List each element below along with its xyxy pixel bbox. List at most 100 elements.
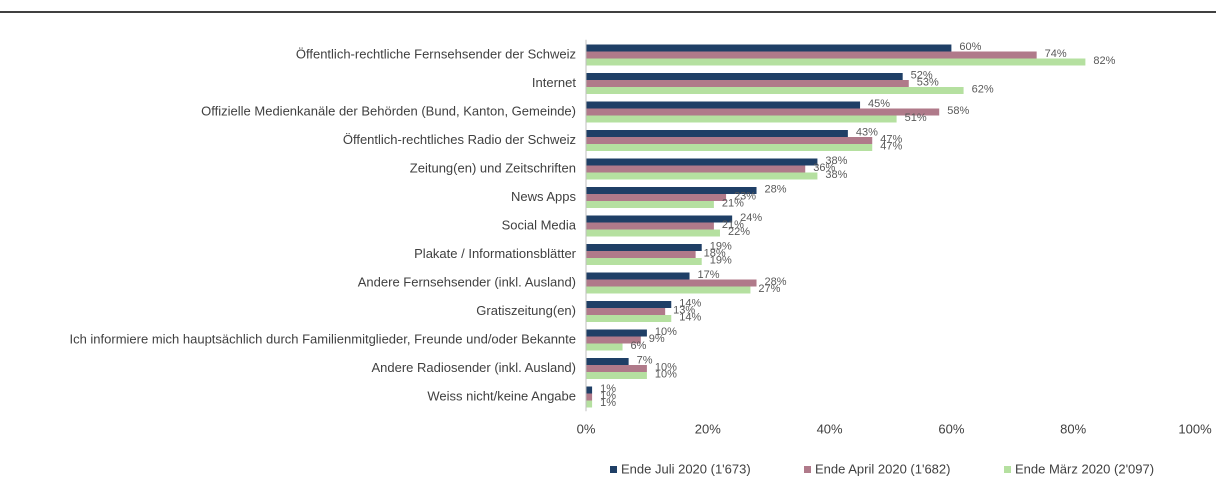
category-label: Öffentlich-rechtliche Fernsehsender der … [296,46,576,61]
bar [586,251,696,258]
bar [586,80,909,87]
bar [586,343,623,351]
value-label: 1% [600,390,616,402]
bar [586,172,818,180]
x-tick-label: 0% [577,421,596,436]
category-label: Andere Radiosender (inkl. Ausland) [371,360,576,375]
value-label: 7% [637,354,653,366]
value-label: 9% [649,333,665,345]
value-label: 1% [600,383,616,395]
bar [586,101,861,109]
value-label: 24% [740,212,762,224]
bar [586,315,672,322]
category-label: Ich informiere mich hauptsächlich durch … [69,331,576,346]
bar [586,73,903,80]
bar [586,386,593,394]
bar [586,51,1037,59]
value-label: 19% [710,240,732,252]
category-label: Offizielle Medienkanäle der Behörden (Bu… [201,103,576,118]
legend-swatch [610,466,617,473]
value-label: 22% [728,226,750,238]
value-label: 58% [947,105,969,117]
value-label: 62% [972,83,994,95]
bar [586,58,1086,66]
bar [586,308,666,315]
bar [586,329,647,337]
value-label: 82% [1093,55,1115,67]
bar [586,365,647,372]
category-label: Social Media [502,217,577,232]
value-label: 27% [758,283,780,295]
bar [586,372,647,379]
value-label: 23% [734,190,756,202]
bar [586,108,940,116]
bar [586,279,757,287]
bar [586,229,720,237]
value-label: 13% [673,304,695,316]
value-label: 14% [679,297,701,309]
value-label: 51% [905,112,927,124]
value-label: 45% [868,98,890,110]
bar [586,158,818,166]
bar [586,165,806,173]
bar [586,286,751,294]
bar [586,272,690,280]
bar [586,87,964,94]
value-label: 14% [679,311,701,323]
value-label: 53% [917,76,939,88]
x-tick-label: 60% [938,421,964,436]
value-label: 10% [655,361,677,373]
category-label: Internet [532,75,576,90]
value-label: 18% [704,247,726,259]
value-label: 38% [825,155,847,167]
bar [586,130,848,137]
bar [586,201,714,208]
bar [586,244,702,251]
value-label: 60% [959,41,981,53]
value-label: 36% [813,162,835,174]
value-label: 21% [722,219,744,231]
category-label: News Apps [511,189,577,204]
category-label: Gratiszeitung(en) [476,303,576,318]
value-label: 28% [765,183,787,195]
bar [586,144,873,151]
x-tick-label: 100% [1178,421,1212,436]
value-label: 6% [631,340,647,352]
value-label: 47% [880,133,902,145]
value-label: 74% [1045,48,1067,60]
bar [586,194,727,201]
bar [586,258,702,265]
category-label: Zeitung(en) und Zeitschriften [410,160,576,175]
value-label: 28% [765,276,787,288]
legend-label: Ende April 2020 (1'682) [815,461,950,476]
value-label: 10% [655,326,677,338]
legend-swatch [804,466,811,473]
value-label: 19% [710,254,732,266]
value-label: 38% [825,169,847,181]
bar [586,222,714,230]
bar [586,301,672,308]
bar [586,44,952,52]
value-label: 52% [911,69,933,81]
bar [586,137,873,144]
x-tick-label: 20% [695,421,721,436]
bar [586,400,593,408]
bar [586,187,757,194]
x-tick-label: 80% [1060,421,1086,436]
value-label: 21% [722,197,744,209]
value-label: 47% [880,140,902,152]
value-label: 10% [655,368,677,380]
category-label: Plakate / Informationsblätter [414,246,577,261]
bar [586,115,897,123]
value-label: 17% [698,269,720,281]
bar [586,358,629,365]
value-label: 1% [600,397,616,409]
legend-swatch [1004,466,1011,473]
bar [586,215,733,223]
legend-label: Ende März 2020 (2'097) [1015,461,1154,476]
x-tick-label: 40% [817,421,843,436]
category-label: Andere Fernsehsender (inkl. Ausland) [358,274,576,289]
category-label: Weiss nicht/keine Angabe [427,388,576,403]
bar [586,393,593,401]
